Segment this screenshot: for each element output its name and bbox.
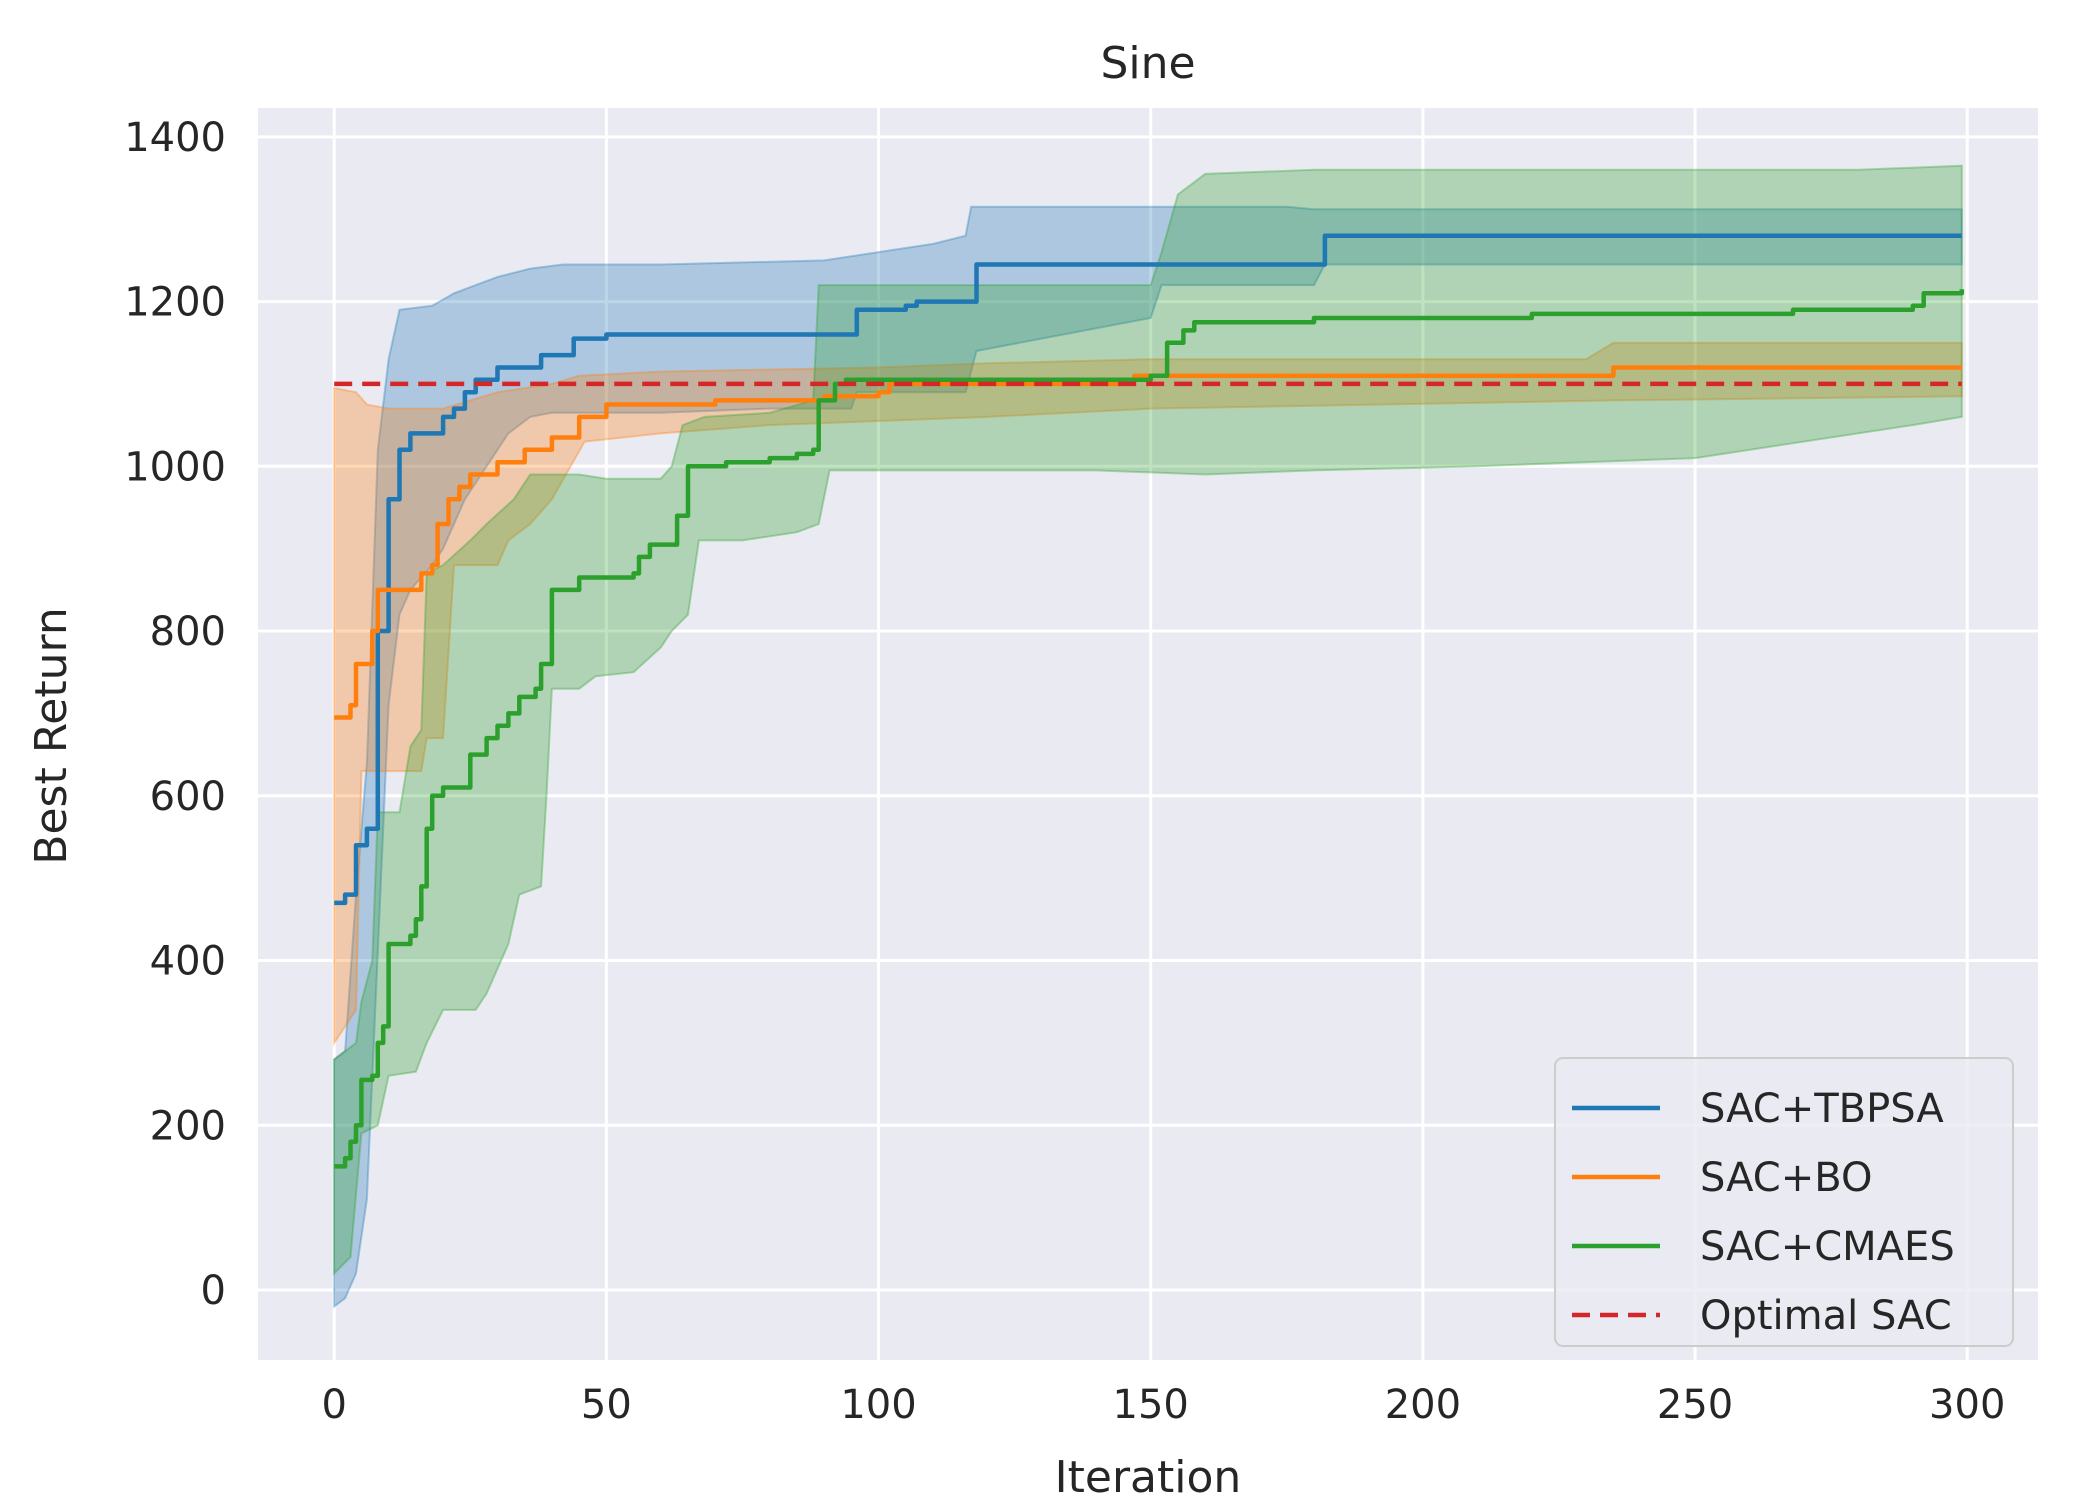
- legend: SAC+TBPSA SAC+BO SAC+CMAES Optimal SAC: [1554, 1057, 2014, 1347]
- legend-label: SAC+BO: [1700, 1155, 1872, 1201]
- y-tick-label: 0: [201, 1268, 226, 1314]
- confidence-bands: [333, 164, 1963, 1309]
- line-sac-tbpsa: [334, 233, 1962, 906]
- x-tick-label: 200: [1385, 1382, 1461, 1428]
- y-tick-label: 1400: [124, 115, 226, 161]
- y-tick-label: 1000: [124, 444, 226, 490]
- grid: [258, 108, 2038, 1360]
- x-tick-label: 150: [1113, 1382, 1189, 1428]
- chart-title: Sine: [1100, 38, 1195, 89]
- x-tick-label: 300: [1929, 1382, 2005, 1428]
- legend-label: SAC+CMAES: [1700, 1224, 1955, 1270]
- x-tick-label: 0: [321, 1382, 346, 1428]
- x-tick-label: 100: [840, 1382, 916, 1428]
- y-tick-label: 400: [150, 939, 226, 985]
- x-tick-label: 250: [1657, 1382, 1733, 1428]
- legend-label: Optimal SAC: [1700, 1293, 1952, 1339]
- legend-label: SAC+TBPSA: [1700, 1086, 1944, 1132]
- legend-box: [1554, 1057, 2014, 1347]
- y-tick-label: 800: [150, 609, 226, 655]
- x-axis-label: Iteration: [1055, 1452, 1242, 1500]
- y-tick-label: 200: [150, 1103, 226, 1149]
- y-tick-label: 1200: [124, 280, 226, 326]
- x-tick-labels: 0 50 100 150 200 250 300: [321, 1382, 2005, 1428]
- y-tick-label: 600: [150, 774, 226, 820]
- series-lines: [334, 233, 1965, 1169]
- line-sac-cmaes: [334, 289, 1965, 1169]
- x-tick-label: 50: [581, 1382, 632, 1428]
- band-sac-bo: [333, 341, 1963, 1047]
- y-tick-labels: 0 200 400 600 800 1000 1200 1400: [124, 115, 226, 1314]
- band-sac-cmaes: [333, 164, 1963, 1276]
- y-axis-label: Best Return: [26, 607, 77, 864]
